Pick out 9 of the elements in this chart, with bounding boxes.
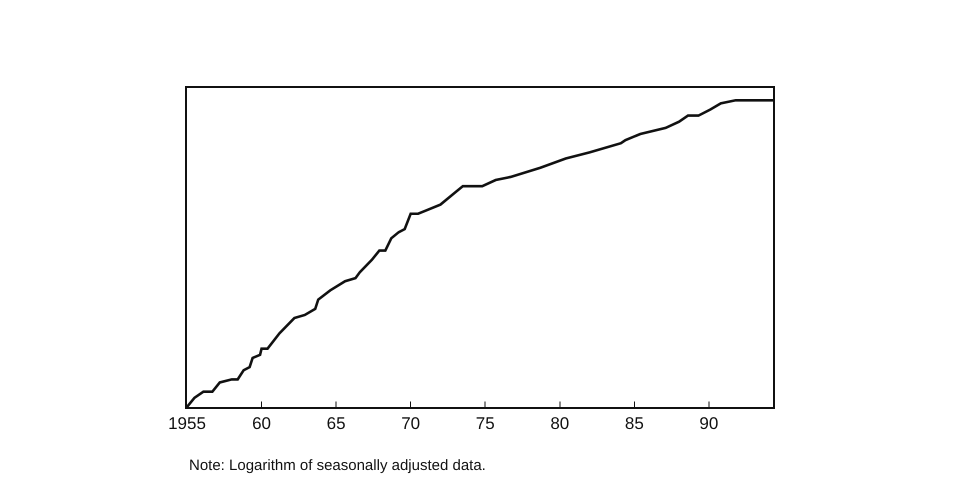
text: Note: Logarithm of seasonally adjusted data. [189,457,486,474]
x-tick-label: 1955 [168,414,206,434]
x-tick-label: 70 [401,414,420,434]
x-tick-label: 80 [550,414,570,434]
x-tick-label: 60 [252,414,272,434]
x-tick-label: 85 [624,414,644,434]
x-tick-label: 75 [476,414,495,434]
x-tick-label: 90 [699,414,718,434]
x-tick-label: 65 [326,414,346,434]
